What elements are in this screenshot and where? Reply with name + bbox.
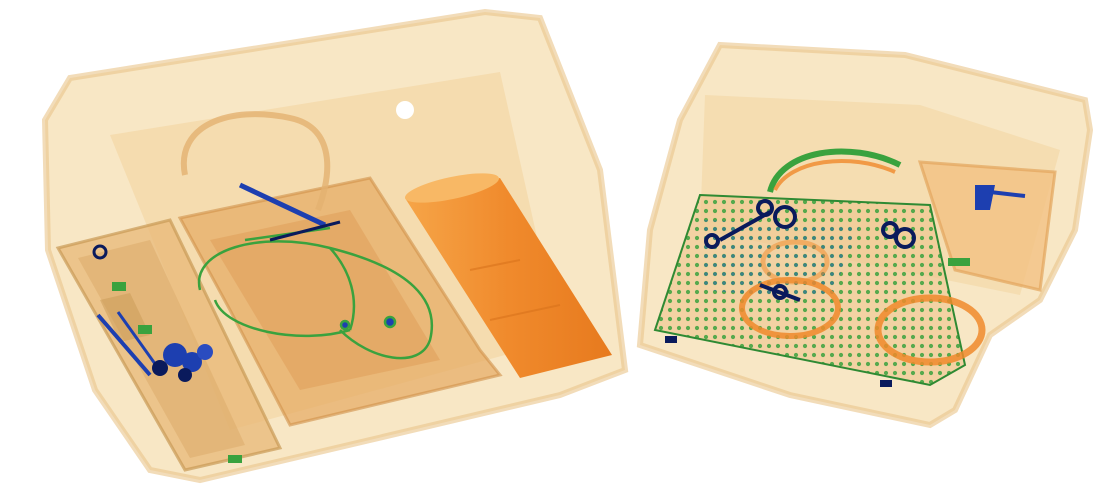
cylindrical-container [404,173,612,378]
ring-objects [739,239,986,366]
tool-case [55,218,283,472]
handle-loop [180,111,331,212]
right-handle [767,148,902,193]
probe-tool [238,182,327,228]
metal-clips [704,199,916,302]
mesh-basket [653,193,967,387]
metal-cluster [152,343,213,382]
accessory-case [177,176,503,427]
